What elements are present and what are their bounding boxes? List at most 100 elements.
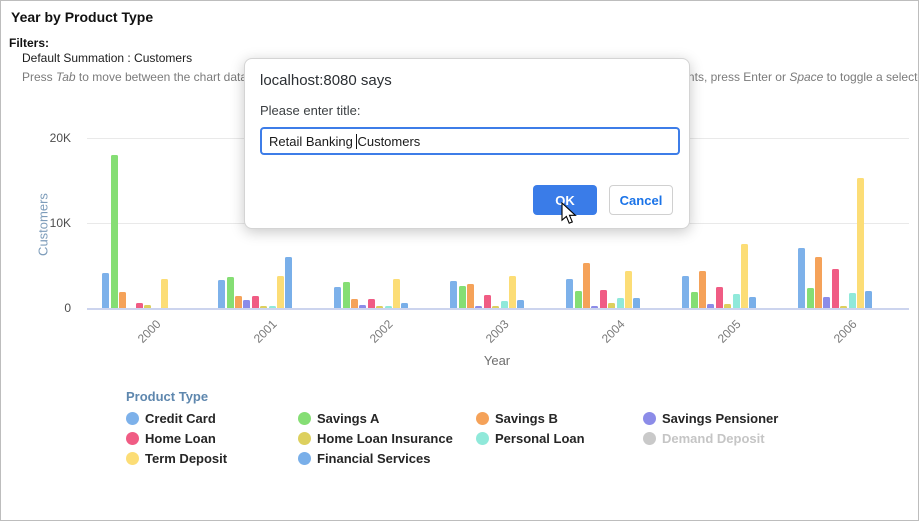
legend-color-dot xyxy=(298,411,311,425)
bar[interactable] xyxy=(633,298,640,308)
browser-prompt-dialog: localhost:8080 says Please enter title: … xyxy=(244,58,690,229)
legend-item-savings-b[interactable]: Savings B xyxy=(476,408,643,428)
bar[interactable] xyxy=(617,298,624,308)
bar[interactable] xyxy=(243,300,250,308)
chart-legend: Credit Card Savings A Savings B Savings Pen… xyxy=(126,408,843,468)
bar[interactable] xyxy=(832,269,839,308)
legend-item-home-loan[interactable]: Home Loan xyxy=(126,428,298,448)
bar[interactable] xyxy=(575,291,582,308)
bar[interactable] xyxy=(475,306,482,308)
bar[interactable] xyxy=(368,299,375,308)
bar[interactable] xyxy=(682,276,689,308)
space-key-text: Space xyxy=(789,70,824,84)
y-tick-label: 10K xyxy=(49,216,71,230)
dialog-button-row: OK Cancel xyxy=(533,185,673,215)
x-tick-label: 2004 xyxy=(599,317,628,346)
bar[interactable] xyxy=(691,292,698,308)
legend-color-dot xyxy=(298,451,311,465)
legend-color-dot xyxy=(476,411,489,425)
bar[interactable] xyxy=(401,303,408,308)
x-tick-label: 2000 xyxy=(135,317,164,346)
bar[interactable] xyxy=(459,286,466,308)
legend-color-dot xyxy=(126,431,139,445)
filter-summation-value: Default Summation : Customers xyxy=(22,51,193,65)
legend-item-label: Savings Pensioner xyxy=(662,410,779,426)
legend-item-savings-a[interactable]: Savings A xyxy=(298,408,476,428)
bar[interactable] xyxy=(467,284,474,308)
bar[interactable] xyxy=(359,305,366,308)
legend-item-savings-pensioner[interactable]: Savings Pensioner xyxy=(643,408,843,428)
legend-color-dot xyxy=(643,431,656,445)
bar[interactable] xyxy=(484,295,491,308)
bar[interactable] xyxy=(385,306,392,308)
legend-title: Product Type xyxy=(126,389,209,404)
legend-item-home-loan-insurance[interactable]: Home Loan Insurance xyxy=(298,428,476,448)
bar[interactable] xyxy=(102,273,109,308)
title-input[interactable]: Retail Banking Customers xyxy=(260,127,680,155)
bar[interactable] xyxy=(566,279,573,308)
legend-item-term-deposit[interactable]: Term Deposit xyxy=(126,448,298,468)
bar[interactable] xyxy=(393,279,400,308)
bar[interactable] xyxy=(334,287,341,308)
bar[interactable] xyxy=(501,301,508,308)
bar[interactable] xyxy=(509,276,516,308)
bar[interactable] xyxy=(591,306,598,308)
bar[interactable] xyxy=(136,303,143,308)
bar[interactable] xyxy=(218,280,225,308)
legend-item-label: Demand Deposit xyxy=(662,430,765,446)
bar[interactable] xyxy=(699,271,706,308)
legend-color-dot xyxy=(476,431,489,445)
bar[interactable] xyxy=(252,296,259,308)
legend-item-label: Personal Loan xyxy=(495,430,585,446)
bar[interactable] xyxy=(815,257,822,308)
bar[interactable] xyxy=(608,303,615,308)
bar[interactable] xyxy=(260,306,267,308)
bar[interactable] xyxy=(351,299,358,308)
bar[interactable] xyxy=(269,306,276,308)
x-tick-label: 2003 xyxy=(483,317,512,346)
bar[interactable] xyxy=(733,294,740,308)
legend-item-label: Home Loan Insurance xyxy=(317,430,453,446)
legend-item-demand-deposit[interactable]: Demand Deposit xyxy=(643,428,843,448)
text-caret xyxy=(356,133,358,149)
y-tick-label: 0 xyxy=(64,301,71,315)
bar[interactable] xyxy=(724,304,731,308)
bar[interactable] xyxy=(823,297,830,308)
bar[interactable] xyxy=(450,281,457,308)
bar[interactable] xyxy=(343,282,350,308)
bar[interactable] xyxy=(741,244,748,308)
bar[interactable] xyxy=(600,290,607,308)
bar[interactable] xyxy=(625,271,632,308)
bar[interactable] xyxy=(119,292,126,308)
bar[interactable] xyxy=(798,248,805,308)
legend-color-dot xyxy=(126,411,139,425)
legend-item-label: Savings B xyxy=(495,410,558,426)
bar[interactable] xyxy=(285,257,292,308)
legend-item-credit-card[interactable]: Credit Card xyxy=(126,408,298,428)
bar[interactable] xyxy=(144,305,151,308)
bar[interactable] xyxy=(111,155,118,308)
ok-button[interactable]: OK xyxy=(533,185,597,215)
bar[interactable] xyxy=(583,263,590,308)
bar[interactable] xyxy=(716,287,723,308)
bar[interactable] xyxy=(235,296,242,308)
cancel-button[interactable]: Cancel xyxy=(609,185,673,215)
legend-item-personal-loan[interactable]: Personal Loan xyxy=(476,428,643,448)
bar[interactable] xyxy=(840,306,847,308)
bar[interactable] xyxy=(227,277,234,308)
filters-label: Filters: xyxy=(9,36,50,50)
bar[interactable] xyxy=(807,288,814,308)
bar[interactable] xyxy=(376,306,383,308)
bar[interactable] xyxy=(865,291,872,308)
bar[interactable] xyxy=(517,300,524,308)
input-value-after-caret: Customers xyxy=(357,133,421,149)
bar[interactable] xyxy=(749,297,756,308)
bar[interactable] xyxy=(849,293,856,308)
bar[interactable] xyxy=(857,178,864,308)
bar[interactable] xyxy=(492,306,499,308)
bar[interactable] xyxy=(277,276,284,308)
y-axis-title: Customers xyxy=(35,193,51,256)
bar[interactable] xyxy=(707,304,714,308)
legend-item-financial-services[interactable]: Financial Services xyxy=(298,448,476,468)
bar[interactable] xyxy=(161,279,168,308)
